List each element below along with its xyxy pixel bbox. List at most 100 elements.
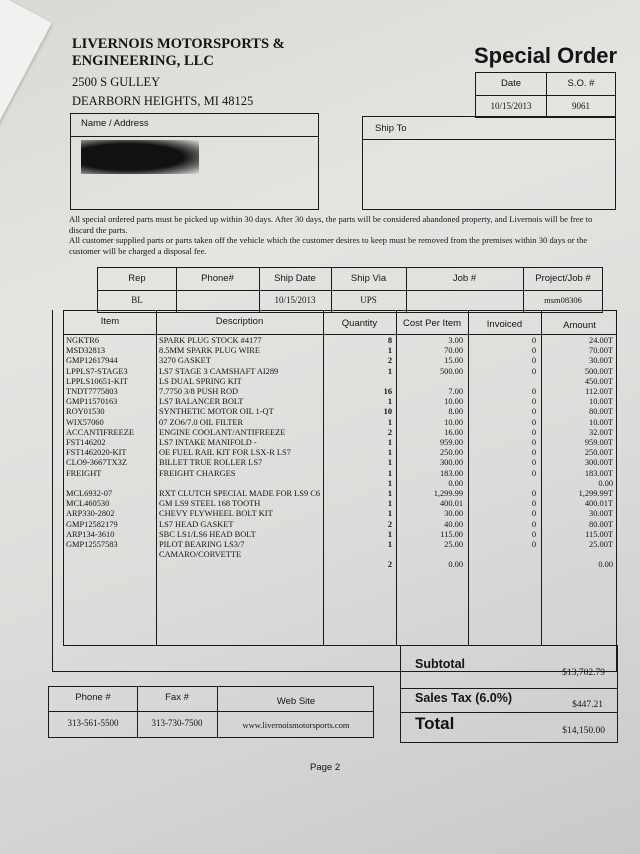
- item-invoiced: 0: [531, 529, 536, 539]
- item-code: GMP12557583: [66, 540, 118, 550]
- total-value: $14,150.00: [562, 726, 605, 736]
- item-description: RXT CLUTCH SPECIAL MADE FOR LS9 C6: [159, 489, 321, 499]
- ship-to-label: Ship To: [375, 123, 407, 134]
- item-code: MSD32813: [66, 346, 106, 356]
- table-row: GMP12582179 LS7 HEAD GASKET 2 40.00 0 80.00T: [63, 520, 617, 530]
- table-row: LPPLS10651-KIT LS DUAL SPRING KIT 450.00T: [63, 377, 617, 387]
- item-quantity: 2: [387, 560, 392, 570]
- item-cost: 3.00: [448, 336, 463, 345]
- table-row: ARP134-3610 SBC LS1/LS6 HEAD BOLT 1 115.00 0…: [63, 530, 617, 540]
- item-invoiced: 0: [531, 366, 536, 376]
- item-description: PILOT BEARING LS3/7: [159, 540, 245, 550]
- item-code: LPPLS7-STAGE3: [66, 366, 128, 376]
- item-invoiced: 0: [531, 458, 536, 468]
- item-amount: 30.00T: [589, 356, 613, 366]
- item-quantity: 2: [387, 519, 392, 529]
- project-job-header: Project/Job #: [535, 273, 591, 284]
- ship-date-header: Ship Date: [274, 273, 316, 284]
- ship-via-value: UPS: [360, 295, 377, 305]
- amount-header: Amount: [563, 320, 596, 331]
- notice-disposal: All customer supplied parts or parts tak…: [69, 235, 588, 256]
- redacted-customer-info: [81, 140, 199, 174]
- table-row: GMP11570163 LS7 BALANCER BOLT 1 10.00 0 10.00…: [63, 397, 617, 407]
- item-amount: 500.00T: [584, 366, 613, 376]
- items-body: NGKTR6 SPARK PLUG STOCK #4177 8 3.00 0 24.00T…: [63, 336, 617, 571]
- item-description: OE FUEL RAIL KIT FOR LSX-R LS7: [159, 448, 291, 458]
- item-amount: 0.00: [598, 560, 613, 570]
- company-name: LIVERNOIS MOTORSPORTS & ENGINEERING, LLC: [72, 36, 285, 70]
- table-row: LPPLS7-STAGE3 LS7 STAGE 3 CAMSHAFT AI289 1…: [63, 367, 617, 377]
- item-amount: 115.00T: [585, 529, 613, 539]
- item-description: CHEVY FLYWHEEL BOLT KIT: [159, 509, 273, 519]
- item-cost: 70.00: [444, 346, 463, 356]
- item-amount: 450.00T: [584, 376, 613, 386]
- item-code: ARP330-2802: [66, 509, 115, 519]
- underlying-page-corner: [0, 0, 52, 147]
- description-header: Description: [215, 316, 264, 327]
- item-code: GMP12582179: [66, 519, 118, 529]
- table-row: ARP330-2802 CHEVY FLYWHEEL BOLT KIT 1 30.00…: [63, 509, 617, 519]
- item-cost: 400.01: [439, 499, 463, 509]
- items-table: Item Description Quantity Cost Per Item …: [63, 310, 617, 646]
- item-code: GMP12617944: [66, 356, 118, 366]
- item-code: FST1462020-KIT: [66, 448, 127, 458]
- item-invoiced: 0: [531, 336, 536, 345]
- project-job-value: msm08306: [544, 295, 582, 305]
- item-description: LS7 STAGE 3 CAMSHAFT AI289: [159, 366, 279, 376]
- item-invoiced: 0: [531, 499, 536, 509]
- table-row: MCL460530 GM LS9 STEEL 168 TOOTH 1 400.01 0 4…: [63, 499, 617, 509]
- item-quantity: [322, 550, 395, 560]
- table-row: TNDT7775803 7.7750 3/8 PUSH ROD 16 7.00 0 112…: [63, 387, 617, 397]
- item-invoiced: 0: [531, 397, 536, 407]
- item-cost: 7.00: [448, 387, 463, 397]
- name-address-label: Name / Address: [81, 118, 149, 129]
- item-description: SBC LS1/LS6 HEAD BOLT: [159, 529, 256, 539]
- item-description: SYNTHETIC MOTOR OIL 1-QT: [159, 407, 274, 417]
- table-row: NGKTR6 SPARK PLUG STOCK #4177 8 3.00 0 24.00T: [63, 336, 617, 346]
- item-cost: 10.00: [444, 397, 463, 407]
- item-cost: [395, 377, 467, 387]
- item-quantity: 1: [387, 346, 392, 356]
- item-amount: 24.00T: [589, 336, 613, 345]
- item-quantity: 1: [387, 448, 392, 458]
- item-header: Item: [100, 316, 120, 327]
- item-description: SPARK PLUG STOCK #4177: [159, 336, 262, 345]
- item-invoiced: 0: [531, 519, 536, 529]
- item-invoiced: 0: [531, 427, 536, 437]
- contact-table: Phone # Fax # Web Site 313-561-5500 313-…: [48, 686, 374, 738]
- website-label: Web Site: [276, 696, 316, 707]
- item-quantity: 1: [387, 478, 392, 488]
- item-quantity: 1: [387, 366, 392, 376]
- item-quantity: 2: [387, 356, 392, 366]
- item-amount: 80.00T: [589, 407, 613, 417]
- item-amount: 32.00T: [589, 427, 613, 437]
- document-title: Special Order: [474, 43, 618, 68]
- item-cost: 25.00: [444, 540, 463, 550]
- item-quantity: 10: [383, 407, 392, 417]
- company-city: DEARBORN HEIGHTS, MI 48125: [72, 94, 254, 108]
- sales-tax-label: Sales Tax (6.0%): [415, 691, 513, 705]
- table-row: FST146202 LS7 INTAKE MANIFOLD - 1 959.00 0 95…: [63, 438, 617, 448]
- item-code: LPPLS10651-KIT: [66, 376, 128, 386]
- item-code: NGKTR6: [66, 336, 100, 345]
- item-invoiced: [467, 377, 540, 387]
- item-code: FST146202: [66, 438, 106, 448]
- company-name-line1: LIVERNOIS MOTORSPORTS &: [72, 36, 285, 52]
- table-row: 2 0.00 0.00: [63, 560, 617, 570]
- page-number: Page 2: [310, 762, 341, 773]
- item-description: 3270 GASKET: [159, 356, 211, 366]
- item-code: [63, 479, 155, 489]
- company-street: 2500 S GULLEY: [72, 75, 161, 89]
- item-invoiced: 0: [531, 417, 536, 427]
- item-code: GMP11570163: [66, 397, 118, 407]
- phone-header: Phone#: [201, 273, 234, 284]
- item-description: 7.7750 3/8 PUSH ROD: [159, 387, 239, 397]
- item-invoiced: 0: [531, 387, 536, 397]
- table-row: CLO9-3667TX3Z BILLET TRUE ROLLER LS7 1 300.…: [63, 458, 617, 468]
- quantity-header: Quantity: [341, 318, 378, 329]
- item-quantity: 1: [387, 499, 392, 509]
- item-cost: 300.00: [439, 458, 463, 468]
- table-row: GMP12617944 3270 GASKET 2 15.00 0 30.00T: [63, 356, 617, 366]
- fax-label: Fax #: [165, 692, 189, 703]
- item-description: 07 ZO6/7.0 OIL FILTER: [159, 417, 244, 427]
